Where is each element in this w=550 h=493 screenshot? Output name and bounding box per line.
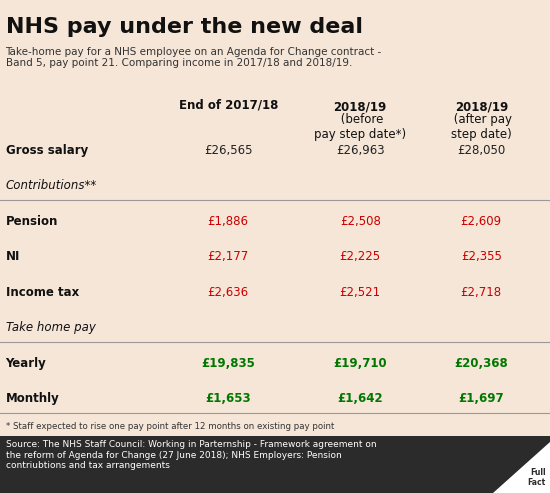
Text: £28,050: £28,050	[457, 144, 505, 157]
Text: * Staff expected to rise one pay point after 12 months on existing pay point: * Staff expected to rise one pay point a…	[6, 422, 334, 430]
Text: £2,177: £2,177	[208, 250, 249, 263]
Text: Pension: Pension	[6, 215, 58, 228]
Text: Yearly: Yearly	[6, 357, 46, 370]
Text: £2,609: £2,609	[461, 215, 502, 228]
Text: End of 2017/18: End of 2017/18	[179, 99, 278, 111]
Text: £1,886: £1,886	[208, 215, 249, 228]
Text: £1,642: £1,642	[338, 392, 383, 405]
Text: £2,508: £2,508	[340, 215, 381, 228]
Text: threshold for paying National Insurance increased from £680 in 2017/18 to £702 i: threshold for paying National Insurance …	[6, 469, 403, 478]
Text: £1,697: £1,697	[459, 392, 504, 405]
Text: £2,355: £2,355	[461, 250, 502, 263]
Text: Gross salary: Gross salary	[6, 144, 88, 157]
Text: 2018/19: 2018/19	[455, 100, 508, 113]
Text: £2,636: £2,636	[208, 286, 249, 299]
Text: Source: The NHS Staff Council: Working in Parternship - Framework agreement on
t: Source: The NHS Staff Council: Working i…	[6, 440, 376, 470]
FancyBboxPatch shape	[0, 436, 550, 493]
Text: 2018/19: 2018/19	[334, 100, 387, 113]
Text: £19,710: £19,710	[333, 357, 387, 370]
Text: **Pension contribution increases from 7.1% to 9.3% when salary reaches £26,824. : **Pension contribution increases from 7.…	[6, 437, 399, 446]
Text: £26,963: £26,963	[336, 144, 384, 157]
Text: £2,521: £2,521	[340, 286, 381, 299]
Text: £2,718: £2,718	[461, 286, 502, 299]
Text: £26,565: £26,565	[204, 144, 252, 157]
Text: Monthly: Monthly	[6, 392, 59, 405]
Text: allowance increased from £11,500 in 2017/18 to £11,850 in 2018/19. Primary month: allowance increased from £11,500 in 2017…	[6, 453, 379, 462]
Text: £2,225: £2,225	[340, 250, 381, 263]
Text: Take home pay: Take home pay	[6, 321, 95, 334]
Text: Income tax: Income tax	[6, 286, 79, 299]
Text: £19,835: £19,835	[201, 357, 255, 370]
Polygon shape	[493, 442, 550, 493]
Text: £20,368: £20,368	[454, 357, 508, 370]
Text: £1,653: £1,653	[206, 392, 251, 405]
Text: (after pay
step date): (after pay step date)	[450, 113, 512, 141]
Text: NI: NI	[6, 250, 20, 263]
Text: Full
Fact: Full Fact	[527, 468, 546, 487]
Text: Contributions**: Contributions**	[6, 179, 97, 192]
Text: (before
pay step date*): (before pay step date*)	[314, 113, 406, 141]
Text: NHS pay under the new deal: NHS pay under the new deal	[6, 17, 362, 37]
Text: Take-home pay for a NHS employee on an Agenda for Change contract -
Band 5, pay : Take-home pay for a NHS employee on an A…	[6, 47, 382, 69]
